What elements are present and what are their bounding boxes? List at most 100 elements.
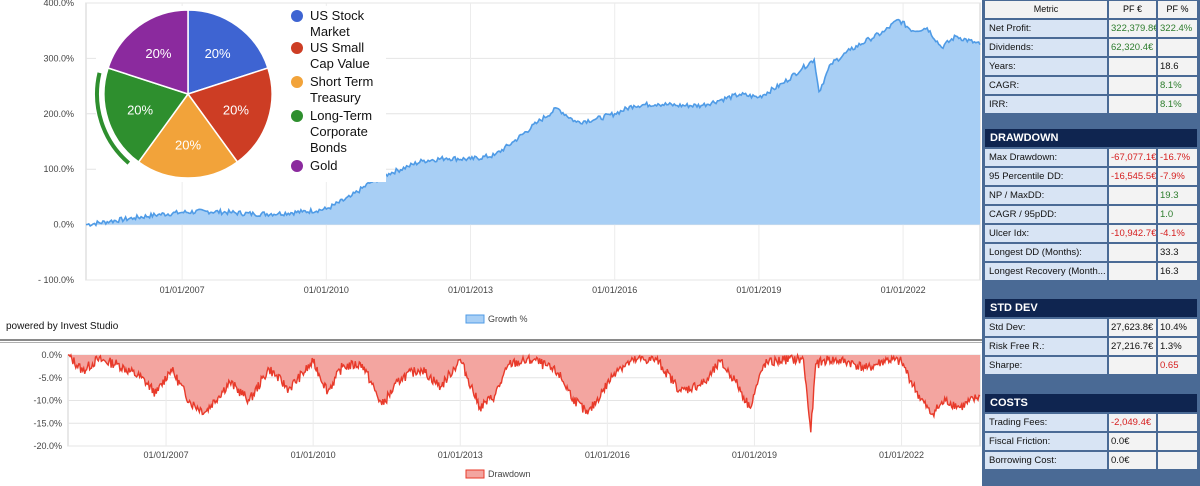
metric-percent: -7.9% [1158, 168, 1197, 185]
metric-percent: -4.1% [1158, 225, 1197, 242]
pie-legend-marker [291, 10, 303, 22]
pie-slice-label: 20% [145, 46, 171, 61]
drawdown-section-title: DRAWDOWN [985, 129, 1197, 147]
metric-label: Ulcer Idx: [985, 225, 1107, 242]
y-tick-label: 0.0% [53, 220, 74, 230]
metric-percent: 10.4% [1158, 319, 1197, 336]
y-tick-label: 300.0% [43, 53, 74, 63]
metric-value [1109, 206, 1156, 223]
pie-slice[interactable] [103, 67, 190, 164]
metric-value: 62,320.4€ [1109, 39, 1156, 56]
metric-row: Borrowing Cost: 0.0€ [984, 452, 1198, 470]
y-tick-label: 200.0% [43, 109, 74, 119]
metric-label: Longest DD (Months): [985, 244, 1107, 261]
pie-legend-marker [291, 110, 303, 122]
pie-legend-label: Gold [310, 158, 337, 173]
x-tick-label: 01/01/2016 [592, 285, 637, 295]
y-tick-label: -15.0% [33, 418, 62, 428]
drawdown-line [68, 352, 981, 433]
growth-area [86, 19, 980, 226]
drawdown-legend: Drawdown [465, 469, 531, 479]
metric-percent: 322.4% [1158, 20, 1197, 37]
pie-slice[interactable] [187, 9, 269, 96]
metric-row: 95 Percentile DD: -16,545.5€ -7.9% [984, 168, 1198, 186]
x-tick-label: 01/01/2010 [291, 450, 336, 460]
metric-percent: -16.7% [1158, 149, 1197, 166]
pie-legend-marker [291, 42, 303, 54]
metric-label: Sharpe: [985, 357, 1107, 374]
pie-legend-label: Long-Term [310, 108, 372, 123]
pie-legend-marker [291, 76, 303, 88]
pie-slice-label: 20% [175, 137, 201, 152]
header-pf-eur[interactable]: PF € [1109, 1, 1156, 18]
x-tick-label: 01/01/2022 [879, 450, 924, 460]
costs-section-title: COSTS [985, 394, 1197, 412]
metric-value [1109, 77, 1156, 94]
x-tick-label: 01/01/2022 [881, 285, 926, 295]
metric-percent [1158, 414, 1197, 431]
metric-percent: 8.1% [1158, 96, 1197, 113]
x-tick-label: 01/01/2010 [304, 285, 349, 295]
metric-row: Trading Fees: -2,049.4€ [984, 414, 1198, 432]
metric-label: Max Drawdown: [985, 149, 1107, 166]
x-tick-label: 01/01/2013 [438, 450, 483, 460]
metric-label: Borrowing Cost: [985, 452, 1107, 469]
header-metric[interactable]: Metric [985, 1, 1107, 18]
metric-value [1109, 263, 1156, 280]
metric-row: Dividends: 62,320.4€ [984, 39, 1198, 57]
pie-slice[interactable] [107, 9, 189, 96]
metric-label: Net Profit: [985, 20, 1107, 37]
metric-row: Risk Free R.: 27,216.7€ 1.3% [984, 338, 1198, 356]
metric-percent [1158, 433, 1197, 450]
metric-value: -2,049.4€ [1109, 414, 1156, 431]
metric-label: Trading Fees: [985, 414, 1107, 431]
allocation-pie-chart: 20% 20% 20% 20% 20% [95, 6, 386, 182]
metric-percent: 19.3 [1158, 187, 1197, 204]
metric-row: Ulcer Idx: -10,942.7€ -4.1% [984, 225, 1198, 243]
pie-legend-label: Cap Value [310, 56, 370, 71]
metric-row: Years: 18.6 [984, 58, 1198, 76]
y-tick-label: -5.0% [38, 373, 62, 383]
metric-percent [1158, 452, 1197, 469]
metric-percent: 33.3 [1158, 244, 1197, 261]
metric-label: Fiscal Friction: [985, 433, 1107, 450]
y-tick-label: -10.0% [33, 396, 62, 406]
metric-value [1109, 357, 1156, 374]
y-tick-label: 100.0% [43, 164, 74, 174]
metric-label: IRR: [985, 96, 1107, 113]
metric-value: 322,379.8€ [1109, 20, 1156, 37]
pie-legend-label: Market [310, 24, 350, 39]
metric-value [1109, 187, 1156, 204]
x-tick-label: 01/01/2019 [736, 285, 781, 295]
drawdown-area [68, 355, 980, 433]
metric-row: Longest Recovery (Month... 16.3 [984, 263, 1198, 281]
x-tick-label: 01/01/2007 [160, 285, 205, 295]
metric-row: Max Drawdown: -67,077.1€ -16.7% [984, 149, 1198, 167]
metric-label: NP / MaxDD: [985, 187, 1107, 204]
metric-value [1109, 244, 1156, 261]
metrics-header-row: Metric PF € PF % [984, 1, 1198, 19]
metric-row: NP / MaxDD: 19.3 [984, 187, 1198, 205]
metric-percent [1158, 39, 1197, 56]
pie-slice[interactable] [137, 92, 239, 179]
metric-label: Risk Free R.: [985, 338, 1107, 355]
y-tick-label: - 100.0% [38, 275, 74, 285]
metric-label: CAGR / 95pDD: [985, 206, 1107, 223]
metric-value: 0.0€ [1109, 433, 1156, 450]
drawdown-legend-label: Drawdown [488, 469, 531, 479]
metric-value [1109, 96, 1156, 113]
growth-chart: 400.0% 300.0% 200.0% 100.0% 0.0% - 100.0% 01/… [38, 0, 981, 324]
pie-slice[interactable] [186, 67, 273, 164]
header-pf-pct[interactable]: PF % [1158, 1, 1197, 18]
pie-slice-label: 20% [127, 103, 153, 118]
growth-legend-swatch [465, 314, 485, 324]
pie-legend-marker [291, 160, 303, 172]
metric-label: 95 Percentile DD: [985, 168, 1107, 185]
y-tick-label: -20.0% [33, 441, 62, 451]
stddev-section-title: STD DEV [985, 299, 1197, 317]
chart-splitter[interactable] [0, 338, 982, 344]
growth-legend: Growth % [465, 314, 528, 324]
x-tick-label: 01/01/2016 [585, 450, 630, 460]
pie-slice-label: 20% [223, 103, 249, 118]
